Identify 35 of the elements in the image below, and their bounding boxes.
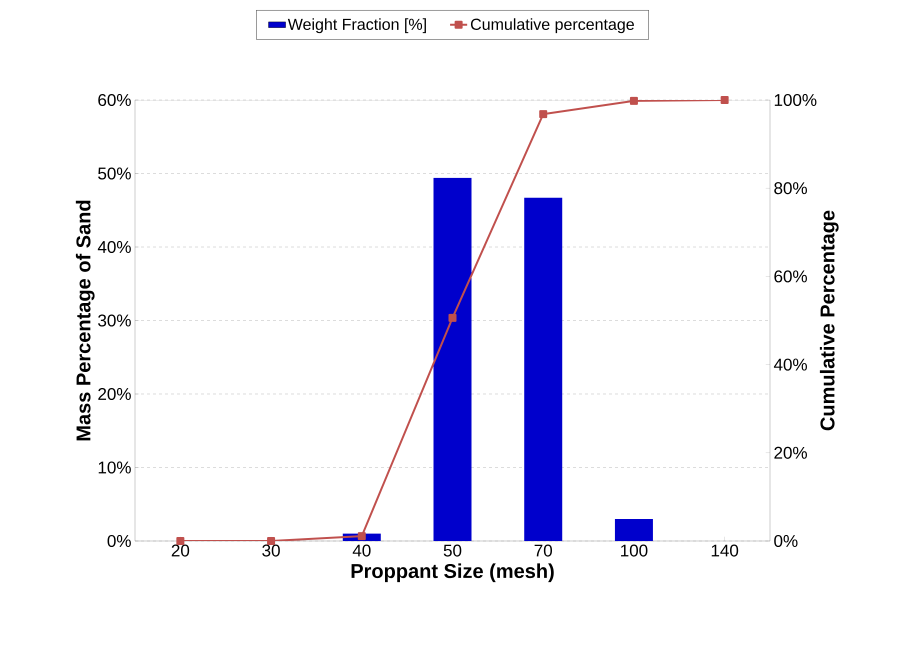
bar	[434, 178, 472, 541]
y2-tick-label: 100%	[774, 94, 816, 106]
bar	[614, 518, 653, 541]
y-tick-label: 60%	[98, 94, 131, 106]
point	[267, 537, 276, 545]
y-tick-label: 50%	[98, 167, 131, 180]
x-axis-title: Proppant Size (mesh)	[352, 563, 554, 582]
y-axis-title: Mass Percentage of Sand	[76, 200, 95, 440]
y-tick-label: 30%	[98, 314, 131, 327]
x-tick-label: 70	[534, 544, 552, 557]
legend-label: Cumulative percentage	[470, 18, 634, 34]
y-tick-label: 20%	[98, 388, 131, 400]
y2-tick-label: 20%	[774, 446, 807, 459]
x-tick-label: 50	[444, 544, 462, 557]
y-tick-label: 10%	[98, 461, 131, 474]
x-tick-label: 20	[172, 544, 190, 557]
x-tick-label: 30	[262, 544, 280, 557]
x-tick-label: 140	[712, 544, 738, 557]
y2-tick-label: 40%	[774, 358, 807, 371]
point	[176, 537, 184, 545]
point	[448, 314, 457, 322]
y2-axis-title: Cumulative Percentage	[820, 210, 839, 430]
y-tick-label: 40%	[98, 240, 131, 254]
x-tick-label: 40	[352, 544, 371, 557]
point	[630, 96, 638, 105]
y2-tick-label: 80%	[774, 182, 807, 194]
point	[539, 110, 548, 118]
y2-tick-label: 60%	[774, 270, 807, 282]
point	[720, 96, 729, 104]
bar	[524, 198, 562, 541]
y2-tick-label: 0%	[774, 534, 798, 548]
x-tick-label: 100	[621, 544, 648, 557]
legend-label: Weight Fraction [%]	[288, 18, 426, 34]
point	[358, 532, 366, 540]
y-tick-label: 0%	[108, 534, 131, 548]
